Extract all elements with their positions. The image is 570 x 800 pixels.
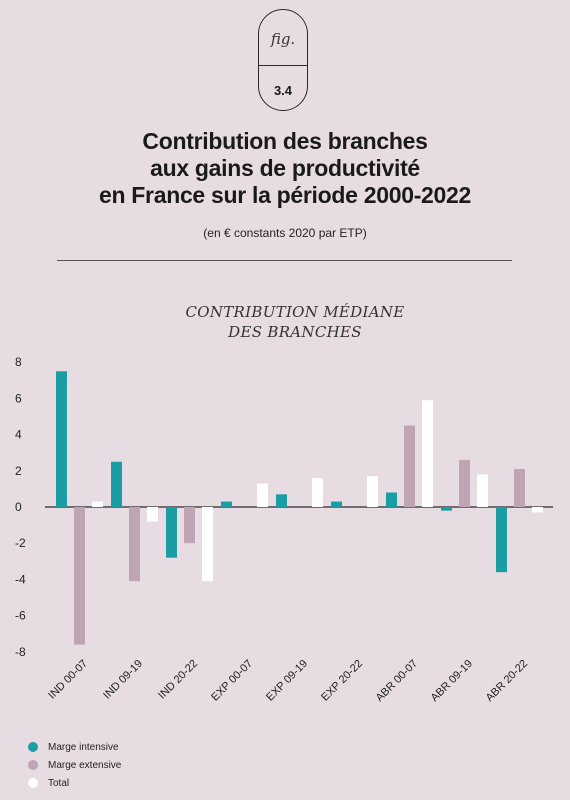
y-tick-label: -2 <box>15 536 26 550</box>
bar-marge-extensive <box>459 459 470 507</box>
legend-label-intensive: Marge intensive <box>48 741 119 753</box>
legend-label-extensive: Marge extensive <box>48 759 122 771</box>
x-tick-label: EXP 20-22 <box>319 658 365 704</box>
chart-title-line-1: CONTRIBUTION MÉDIANE <box>185 303 405 321</box>
bar-marge-extensive <box>74 507 85 645</box>
bar-marge-extensive <box>129 507 140 582</box>
bar-total <box>92 501 103 507</box>
bar-total <box>532 507 543 513</box>
y-tick-label: 6 <box>15 391 22 405</box>
page-title: Contribution des branches aux gains de p… <box>30 128 540 209</box>
bar-marge-intensive <box>331 501 342 507</box>
bar-total <box>422 400 433 507</box>
legend-swatch-total <box>28 778 38 788</box>
y-tick-label: -8 <box>15 645 26 659</box>
bar-total <box>312 478 323 507</box>
legend-label-total: Total <box>48 777 70 789</box>
chart-title: CONTRIBUTION MÉDIANE DES BRANCHES <box>0 302 570 342</box>
legend-item-intensive: Marge intensive <box>28 738 121 756</box>
y-tick-label: 4 <box>15 428 22 442</box>
bar-marge-intensive <box>276 494 287 507</box>
x-tick-label: EXP 09-19 <box>264 658 310 704</box>
x-tick-label: ABR 09-19 <box>429 658 476 705</box>
x-tick-label: ABR 00-07 <box>374 658 421 705</box>
legend-item-total: Total <box>28 774 121 792</box>
bar-marge-intensive <box>56 371 67 507</box>
x-tick-label: EXP 00-07 <box>209 658 255 704</box>
y-tick-label: -4 <box>15 572 26 586</box>
y-tick-label: 0 <box>15 500 22 514</box>
bar-marge-intensive <box>496 507 507 573</box>
legend-swatch-intensive <box>28 742 38 752</box>
bar-marge-intensive <box>221 501 232 507</box>
figure-badge: fig. 3.4 <box>258 9 308 111</box>
bar-total <box>257 483 268 507</box>
figure-label: fig. <box>270 30 296 48</box>
bar-marge-intensive <box>166 507 177 558</box>
x-tick-label: ABR 20-22 <box>484 658 531 705</box>
bar-total <box>202 507 213 582</box>
legend-swatch-extensive <box>28 760 38 770</box>
y-tick-label: 8 <box>15 355 22 369</box>
bar-total <box>477 474 488 507</box>
y-tick-label: 2 <box>15 464 22 478</box>
legend: Marge intensive Marge extensive Total <box>28 738 121 792</box>
bar-marge-extensive <box>514 468 525 507</box>
bar-marge-intensive <box>111 461 122 507</box>
x-tick-label: IND 00-07 <box>46 658 90 702</box>
figure-number: 3.4 <box>273 83 293 98</box>
title-line-2: aux gains de productivité <box>150 155 420 181</box>
x-tick-label: IND 20-22 <box>156 658 200 702</box>
bar-marge-extensive <box>404 425 415 507</box>
page-subtitle: (en € constants 2020 par ETP) <box>203 226 367 240</box>
chart-title-line-2: DES BRANCHES <box>228 323 362 341</box>
bar-total <box>367 476 378 507</box>
x-tick-label: IND 09-19 <box>101 658 145 702</box>
y-tick-label: -6 <box>15 609 26 623</box>
title-line-3: en France sur la période 2000-2022 <box>98 182 472 208</box>
bar-marge-intensive <box>441 507 452 511</box>
divider <box>57 260 512 261</box>
bar-total <box>147 507 158 522</box>
title-line-1: Contribution des branches <box>142 128 428 154</box>
bar-marge-intensive <box>386 492 397 507</box>
legend-item-extensive: Marge extensive <box>28 756 121 774</box>
bar-marge-extensive <box>184 507 195 544</box>
badge-divider <box>259 65 307 66</box>
